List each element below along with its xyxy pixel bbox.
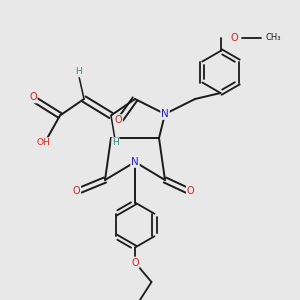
Text: N: N	[131, 157, 139, 167]
Text: CH₃: CH₃	[265, 33, 281, 42]
Text: O: O	[131, 257, 139, 268]
Text: O: O	[73, 185, 80, 196]
Text: O: O	[115, 115, 122, 125]
Text: O: O	[29, 92, 37, 103]
Text: O: O	[187, 185, 194, 196]
Text: OH: OH	[37, 138, 50, 147]
Text: H: H	[112, 138, 119, 147]
Text: H: H	[75, 68, 81, 76]
Text: O: O	[230, 32, 238, 43]
Text: N: N	[161, 109, 169, 119]
